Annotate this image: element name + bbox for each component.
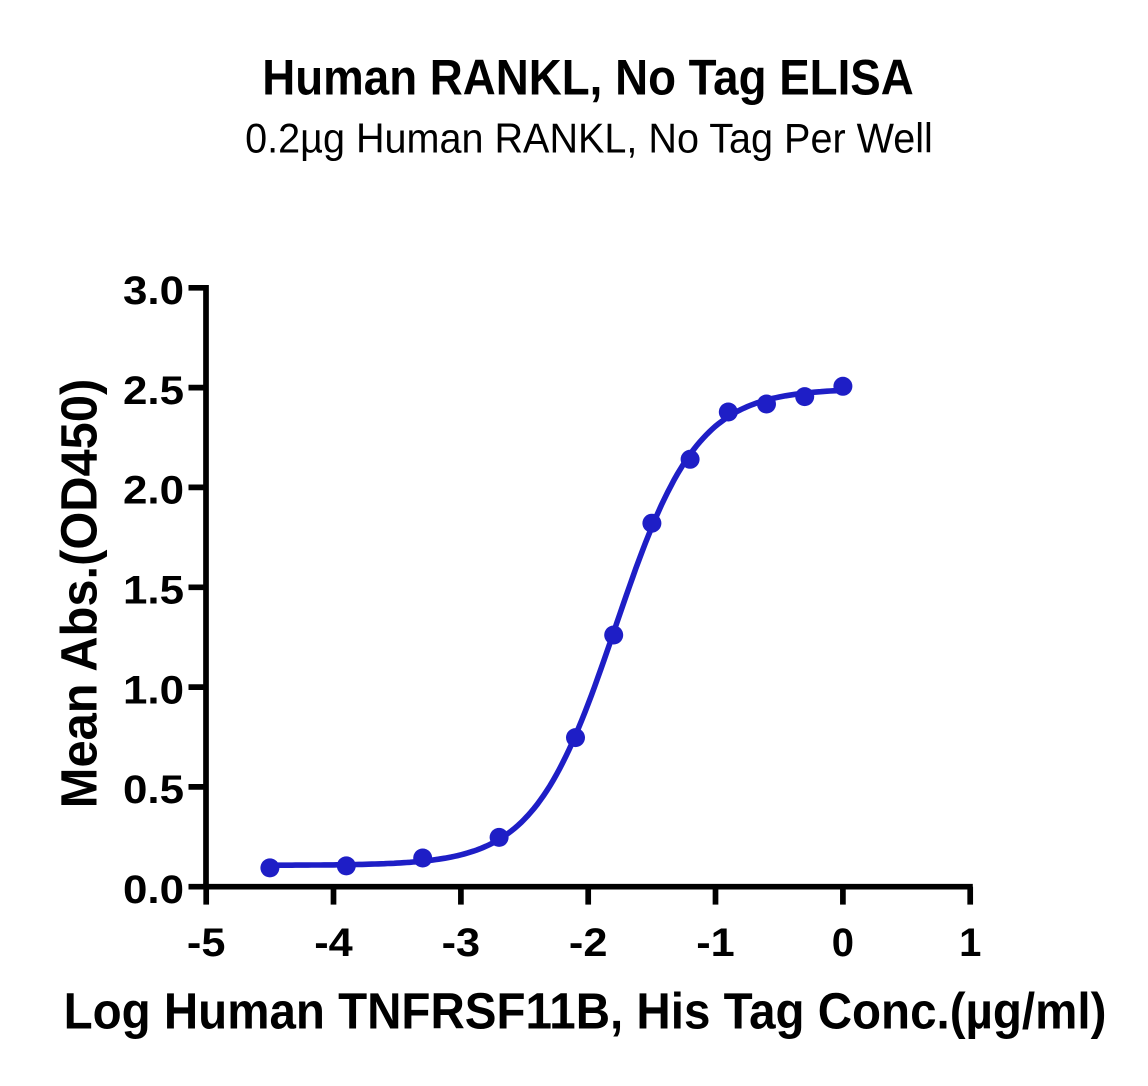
svg-text:0.2µg Human RANKL, No Tag Per: 0.2µg Human RANKL, No Tag Per Well xyxy=(245,114,933,161)
svg-text:0: 0 xyxy=(832,921,854,965)
svg-text:0.5: 0.5 xyxy=(123,768,184,812)
svg-text:Log Human TNFRSF11B, His Tag C: Log Human TNFRSF11B, His Tag Conc.(µg/ml… xyxy=(64,983,1107,1040)
svg-text:-2: -2 xyxy=(569,921,608,965)
svg-text:1.0: 1.0 xyxy=(123,668,184,712)
svg-text:-1: -1 xyxy=(696,921,735,965)
svg-text:Human RANKL, No Tag ELISA: Human RANKL, No Tag ELISA xyxy=(262,49,914,105)
svg-text:1.5: 1.5 xyxy=(123,569,184,613)
svg-text:-5: -5 xyxy=(187,921,226,965)
svg-text:2.0: 2.0 xyxy=(123,469,184,513)
svg-text:1: 1 xyxy=(959,921,981,965)
svg-text:-3: -3 xyxy=(442,921,481,965)
svg-text:Mean Abs.(OD450): Mean Abs.(OD450) xyxy=(51,379,108,808)
svg-text:0.0: 0.0 xyxy=(123,868,184,912)
svg-text:-4: -4 xyxy=(314,921,353,965)
svg-text:2.5: 2.5 xyxy=(123,369,184,413)
svg-text:3.0: 3.0 xyxy=(123,269,184,313)
